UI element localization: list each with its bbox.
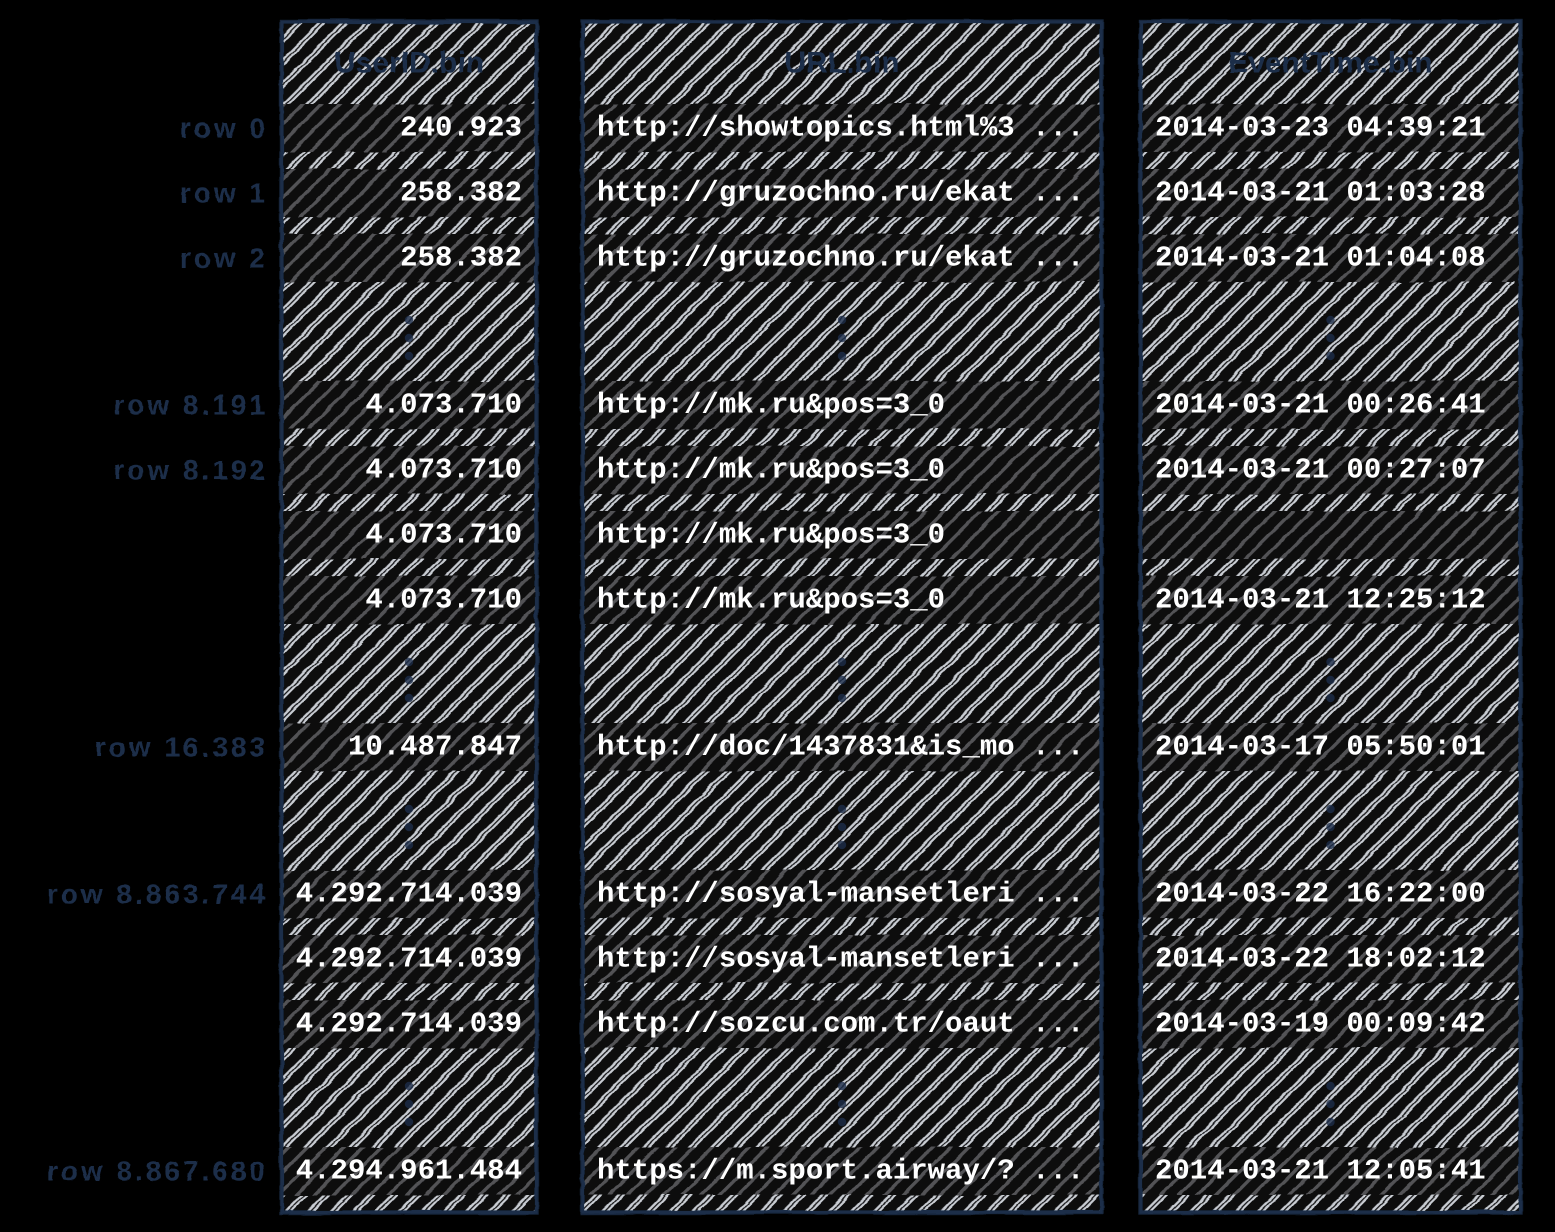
svg-text:4.292.714.039: 4.292.714.039	[296, 1008, 522, 1041]
svg-text:2014-03-23 04:39:21: 2014-03-23 04:39:21	[1155, 112, 1486, 145]
svg-text:4.294.961.484: 4.294.961.484	[296, 1155, 522, 1188]
svg-text:https://m.sport.airway/? ...: https://m.sport.airway/? ...	[597, 1155, 1084, 1188]
svg-text:http://sozcu.com.tr/oaut ...: http://sozcu.com.tr/oaut ...	[597, 1008, 1084, 1041]
svg-text:http://mk.ru&pos=3_0: http://mk.ru&pos=3_0	[597, 389, 945, 422]
svg-text:http://doc/1437831&is_mo ...: http://doc/1437831&is_mo ...	[597, 731, 1084, 764]
svg-text:258.382: 258.382	[400, 242, 522, 275]
svg-text:258.382: 258.382	[400, 177, 522, 210]
svg-text:2014-03-21 12:05:41: 2014-03-21 12:05:41	[1155, 1155, 1486, 1188]
svg-text:http://sosyal-mansetleri ...: http://sosyal-mansetleri ...	[597, 943, 1084, 976]
svg-text:240.923: 240.923	[400, 112, 522, 145]
svg-text:EventTime.bin: EventTime.bin	[1228, 47, 1433, 80]
svg-text:2014-03-21 01:03:28: 2014-03-21 01:03:28	[1155, 177, 1486, 210]
svg-text:http://gruzochno.ru/ekat ...: http://gruzochno.ru/ekat ...	[597, 242, 1084, 275]
svg-text:row 8.867.680: row 8.867.680	[47, 1156, 268, 1187]
svg-text:2014-03-22 18:02:12: 2014-03-22 18:02:12	[1155, 943, 1486, 976]
svg-text:http://gruzochno.ru/ekat ...: http://gruzochno.ru/ekat ...	[597, 177, 1084, 210]
svg-text:2014-03-21 01:04:08: 2014-03-21 01:04:08	[1155, 242, 1486, 275]
svg-text:10.487.847: 10.487.847	[348, 731, 522, 764]
svg-text:http://sosyal-mansetleri ...: http://sosyal-mansetleri ...	[597, 878, 1084, 911]
svg-text:row 2: row 2	[180, 243, 268, 274]
svg-text:2014-03-19 00:09:42: 2014-03-19 00:09:42	[1155, 1008, 1486, 1041]
svg-text:http://mk.ru&pos=3_0: http://mk.ru&pos=3_0	[597, 584, 945, 617]
svg-text:http://mk.ru&pos=3_0: http://mk.ru&pos=3_0	[597, 519, 945, 552]
svg-text:row 8.191: row 8.191	[113, 390, 268, 421]
svg-text:4.073.710: 4.073.710	[365, 454, 522, 487]
svg-text:4.292.714.039: 4.292.714.039	[296, 878, 522, 911]
svg-text:4.073.710: 4.073.710	[365, 389, 522, 422]
svg-text:4.292.714.039: 4.292.714.039	[296, 943, 522, 976]
svg-text:2014-03-22 16:22:00: 2014-03-22 16:22:00	[1155, 878, 1486, 911]
svg-text:http://mk.ru&pos=3_0: http://mk.ru&pos=3_0	[597, 454, 945, 487]
svg-text:row 16.383: row 16.383	[95, 732, 268, 763]
svg-text:2014-03-17 05:50:01: 2014-03-17 05:50:01	[1155, 731, 1486, 764]
svg-text:2014-03-21 00:26:41: 2014-03-21 00:26:41	[1155, 389, 1486, 422]
svg-text:2014-03-21 12:25:12: 2014-03-21 12:25:12	[1155, 584, 1486, 617]
svg-text:http://showtopics.html%3 ...: http://showtopics.html%3 ...	[597, 112, 1084, 145]
svg-text:row 0: row 0	[180, 113, 268, 144]
svg-text:row 8.863.744: row 8.863.744	[47, 879, 268, 910]
svg-text:4.073.710: 4.073.710	[365, 584, 522, 617]
svg-text:UserID.bin: UserID.bin	[334, 47, 484, 80]
svg-text:URL.bin: URL.bin	[785, 47, 900, 80]
svg-text:2014-03-21 00:27:07: 2014-03-21 00:27:07	[1155, 454, 1486, 487]
svg-text:4.073.710: 4.073.710	[365, 519, 522, 552]
svg-text:row 1: row 1	[180, 178, 268, 209]
svg-text:row 8.192: row 8.192	[113, 455, 268, 486]
